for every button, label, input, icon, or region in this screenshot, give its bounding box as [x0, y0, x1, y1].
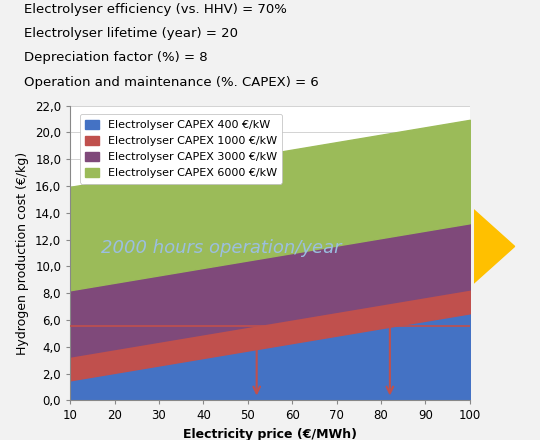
Text: Electrolyser lifetime (year) = 20: Electrolyser lifetime (year) = 20 [24, 27, 238, 40]
Legend: Electrolyser CAPEX 400 €/kW, Electrolyser CAPEX 1000 €/kW, Electrolyser CAPEX 30: Electrolyser CAPEX 400 €/kW, Electrolyse… [80, 114, 282, 183]
Text: Operation and maintenance (%. CAPEX) = 6: Operation and maintenance (%. CAPEX) = 6 [24, 76, 319, 88]
Y-axis label: Hydrogen production cost (€/kg): Hydrogen production cost (€/kg) [17, 151, 30, 355]
FancyArrow shape [469, 205, 515, 288]
Text: Electrolyser efficiency (vs. HHV) = 70%: Electrolyser efficiency (vs. HHV) = 70% [24, 3, 287, 16]
Text: Depreciation factor (%) = 8: Depreciation factor (%) = 8 [24, 51, 207, 64]
Text: 2000 hours operation/year: 2000 hours operation/year [102, 239, 342, 257]
X-axis label: Electricity price (€/MWh): Electricity price (€/MWh) [183, 428, 357, 440]
